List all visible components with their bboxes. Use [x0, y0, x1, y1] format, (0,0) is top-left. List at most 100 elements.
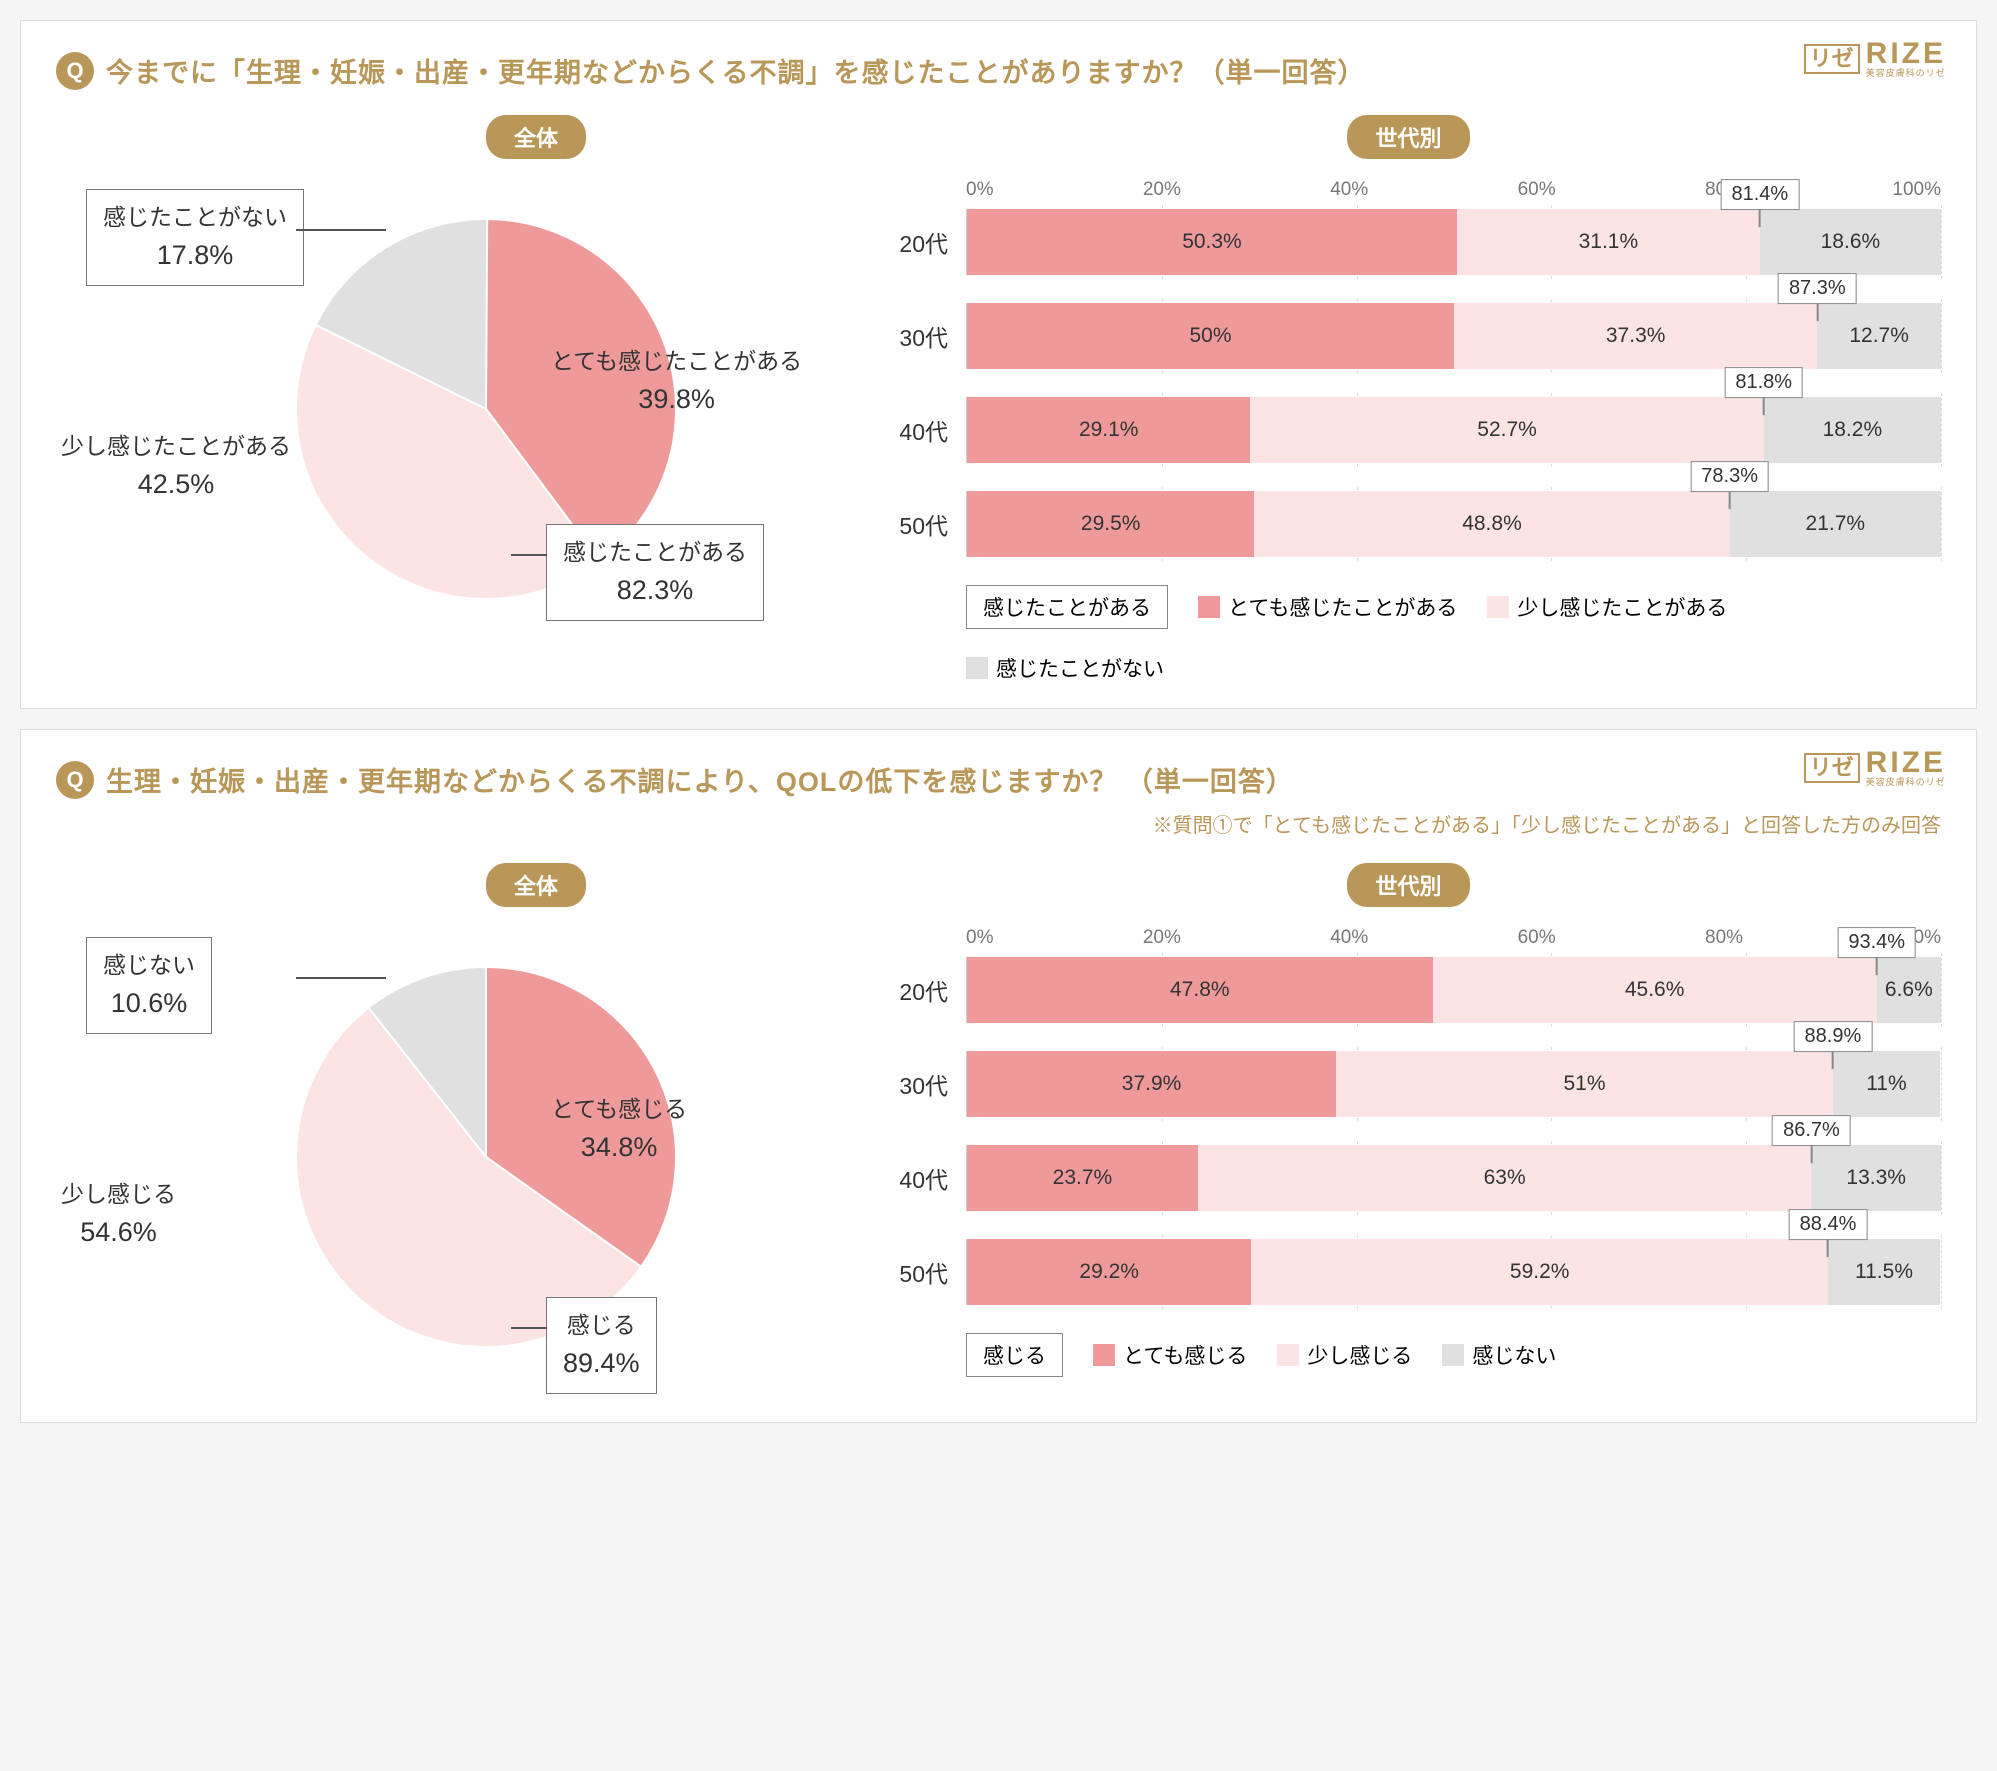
survey-panel: リゼ RIZE 美容皮膚科のリゼ Q 今までに「生理・妊娠・出産・更年期などから… — [20, 20, 1977, 709]
bar-sum-tag: 81.4% — [1720, 179, 1799, 210]
legend-swatch — [1487, 596, 1509, 618]
legend-label: 感じない — [1472, 1340, 1556, 1370]
bar-row: 40代 29.1% 52.7% 18.2% 81.8% — [876, 397, 1941, 463]
legend-boxed: 感じたことがある — [966, 585, 1168, 629]
brand-name: RIZE — [1866, 39, 1946, 69]
label-light: 少し感じる 54.6% — [61, 1177, 176, 1252]
legend: 感じたことがある とても感じたことがある 少し感じたことがある — [966, 585, 1941, 683]
question-title: 生理・妊娠・出産・更年期などからくる不調により、QOLの低下を感じますか？ （単… — [106, 760, 1294, 799]
legend-swatch — [1198, 596, 1220, 618]
leader-line — [511, 554, 547, 556]
bar-ylabel: 30代 — [876, 1067, 966, 1101]
bar-seg-light: 52.7% — [1250, 397, 1763, 463]
q-badge: Q — [56, 52, 94, 90]
legend-label: 感じたことがない — [996, 653, 1164, 683]
bar-ylabel: 20代 — [876, 225, 966, 259]
bar-seg-strong: 47.8% — [967, 957, 1433, 1023]
bar-sum-tag: 88.4% — [1789, 1209, 1868, 1240]
bar-sum-tag: 87.3% — [1778, 273, 1857, 304]
stacked-bar-chart: 20代 50.3% 31.1% 18.6% 81.4% 30代 — [876, 209, 1941, 557]
label-strong: とても感じる 34.8% — [551, 1092, 687, 1167]
bar-ylabel: 30代 — [876, 319, 966, 353]
legend-label: とても感じる — [1123, 1340, 1247, 1370]
pill-overall: 全体 — [486, 863, 586, 907]
bar-seg-gray: 11% — [1833, 1051, 1940, 1117]
x-axis: 0%20%40%60%80%100% — [966, 927, 1941, 949]
label-light: 少し感じたことがある 42.5% — [61, 429, 291, 504]
bar-ylabel: 50代 — [876, 1255, 966, 1289]
bar-seg-strong: 23.7% — [967, 1145, 1198, 1211]
bar-sum-tag: 78.3% — [1690, 461, 1769, 492]
bar-seg-light: 48.8% — [1254, 491, 1729, 557]
survey-panel: リゼ RIZE 美容皮膚科のリゼ Q 生理・妊娠・出産・更年期などからくる不調に… — [20, 729, 1977, 1423]
leader-line — [511, 1327, 547, 1329]
callout-none: 感じたことがない 17.8% — [86, 189, 304, 286]
brand-sub: 美容皮膚科のリゼ — [1866, 778, 1946, 787]
bar-row: 50代 29.5% 48.8% 21.7% 78.3% — [876, 491, 1941, 557]
leader-line — [296, 977, 386, 979]
bar-seg-light: 37.3% — [1454, 303, 1817, 369]
bar-seg-strong: 29.2% — [967, 1239, 1251, 1305]
brand-sub: 美容皮膚科のリゼ — [1866, 69, 1946, 78]
bar-sum-tag: 81.8% — [1724, 367, 1803, 398]
brand-mark: リゼ — [1804, 44, 1860, 74]
bar-seg-light: 31.1% — [1457, 209, 1760, 275]
stacked-bar-chart: 20代 47.8% 45.6% 6.6% 93.4% 30代 — [876, 957, 1941, 1305]
legend-label: 少し感じる — [1307, 1340, 1412, 1370]
bar-row: 20代 50.3% 31.1% 18.6% 81.4% — [876, 209, 1941, 275]
bar-row: 50代 29.2% 59.2% 11.5% 88.4% — [876, 1239, 1941, 1305]
legend-label: とても感じたことがある — [1228, 592, 1457, 622]
legend-item: 少し感じる — [1277, 1340, 1412, 1370]
bar-sum-tag: 93.4% — [1837, 927, 1916, 958]
bar-ylabel: 20代 — [876, 973, 966, 1007]
question-note: ※質問①で「とても感じたことがある」「少し感じたことがある」と回答した方のみ回答 — [56, 809, 1941, 838]
bar-sum-tag: 86.7% — [1772, 1115, 1851, 1146]
brand-logo: リゼ RIZE 美容皮膚科のリゼ — [1804, 748, 1946, 787]
pill-bygen: 世代別 — [1347, 115, 1469, 159]
legend-swatch — [1442, 1344, 1464, 1366]
bar-seg-strong: 50.3% — [967, 209, 1457, 275]
pill-overall: 全体 — [486, 115, 586, 159]
legend-swatch — [966, 657, 988, 679]
legend-item: 感じない — [1442, 1340, 1556, 1370]
legend-swatch — [1093, 1344, 1115, 1366]
legend-boxed: 感じる — [966, 1333, 1063, 1377]
label-strong: とても感じたことがある 39.8% — [551, 344, 802, 419]
bar-row: 20代 47.8% 45.6% 6.6% 93.4% — [876, 957, 1941, 1023]
legend-item: とても感じる — [1093, 1340, 1247, 1370]
bar-seg-strong: 29.5% — [967, 491, 1254, 557]
brand-name: RIZE — [1866, 748, 1946, 778]
legend-item: 少し感じたことがある — [1487, 592, 1727, 622]
bar-seg-gray: 18.6% — [1760, 209, 1941, 275]
callout-sum: 感じる 89.4% — [546, 1297, 657, 1394]
brand-mark: リゼ — [1804, 753, 1860, 783]
bar-ylabel: 40代 — [876, 1161, 966, 1195]
bar-row: 30代 50% 37.3% 12.7% 87.3% — [876, 303, 1941, 369]
pill-bygen: 世代別 — [1347, 863, 1469, 907]
pie-chart: 感じない 10.6% とても感じる 34.8% 少し感じる 54.6% — [56, 917, 836, 1397]
legend-label: 少し感じたことがある — [1517, 592, 1727, 622]
bar-seg-strong: 50% — [967, 303, 1454, 369]
legend-item: とても感じたことがある — [1198, 592, 1457, 622]
callout-sum: 感じたことがある 82.3% — [546, 524, 764, 621]
q-badge: Q — [56, 761, 94, 799]
callout-none: 感じない 10.6% — [86, 937, 212, 1034]
bar-seg-light: 45.6% — [1433, 957, 1877, 1023]
bar-seg-light: 59.2% — [1251, 1239, 1828, 1305]
bar-seg-light: 51% — [1336, 1051, 1833, 1117]
bar-seg-light: 63% — [1198, 1145, 1812, 1211]
bar-seg-gray: 18.2% — [1764, 397, 1941, 463]
bar-seg-gray: 6.6% — [1877, 957, 1941, 1023]
question-title: 今までに「生理・妊娠・出産・更年期などからくる不調」を感じたことがありますか？（… — [106, 51, 1365, 90]
bar-sum-tag: 88.9% — [1794, 1021, 1873, 1052]
bar-row: 30代 37.9% 51% 11% 88.9% — [876, 1051, 1941, 1117]
legend-swatch — [1277, 1344, 1299, 1366]
bar-seg-gray: 21.7% — [1730, 491, 1941, 557]
bar-seg-strong: 37.9% — [967, 1051, 1336, 1117]
legend-item: 感じたことがない — [966, 653, 1164, 683]
leader-line — [296, 229, 386, 231]
bar-row: 40代 23.7% 63% 13.3% 86.7% — [876, 1145, 1941, 1211]
bar-ylabel: 40代 — [876, 413, 966, 447]
bar-seg-strong: 29.1% — [967, 397, 1250, 463]
bar-seg-gray: 13.3% — [1811, 1145, 1941, 1211]
